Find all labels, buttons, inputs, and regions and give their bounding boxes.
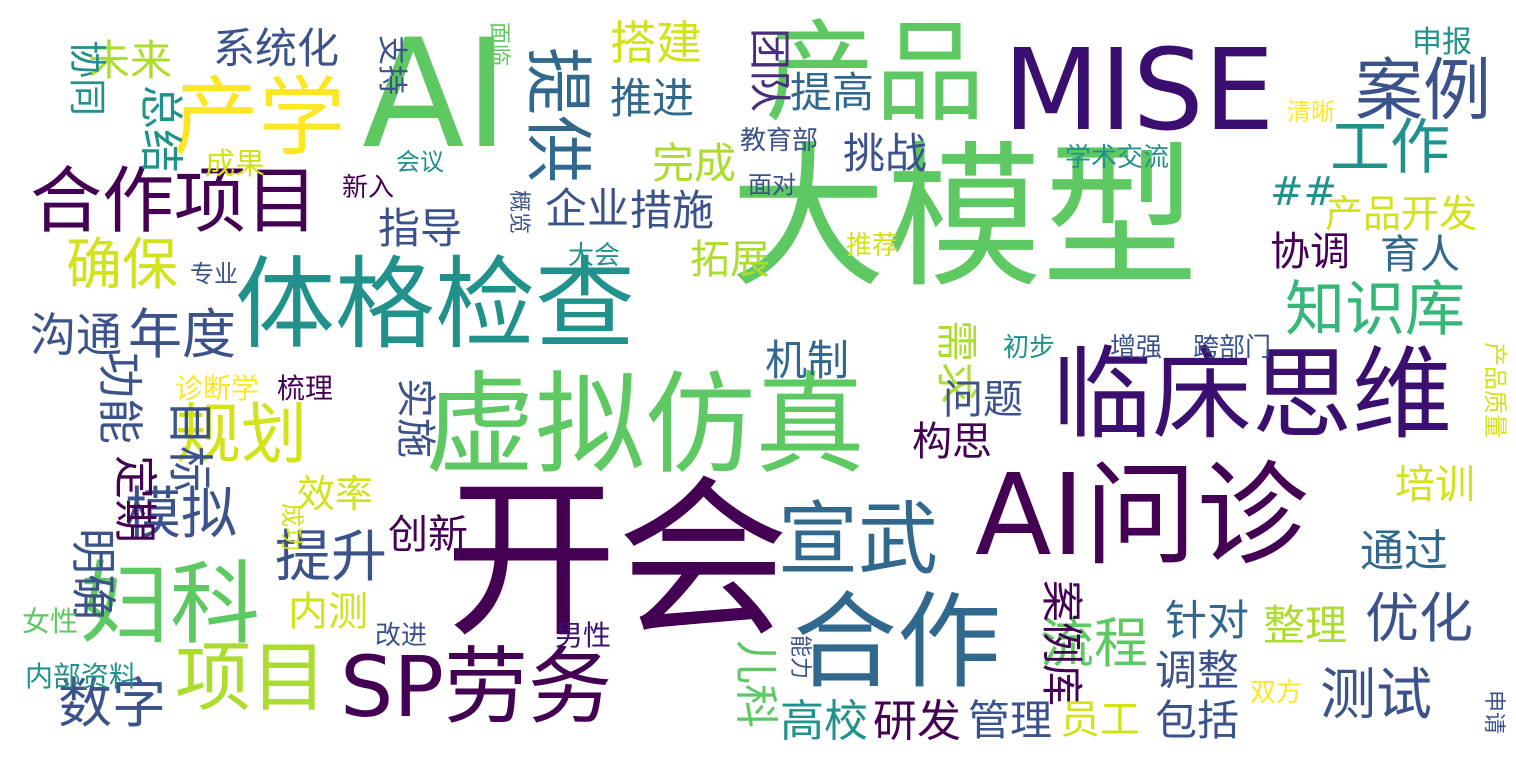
- word-73: 清晰: [1287, 98, 1335, 126]
- word-34: 提高: [790, 68, 875, 117]
- word-64: 功能: [93, 352, 147, 444]
- word-27: 模拟: [125, 482, 237, 547]
- word-56: 案例库: [1037, 580, 1086, 707]
- word-80: 支持: [374, 35, 409, 95]
- word-72: 申报: [1412, 25, 1472, 60]
- word-33: 团队: [745, 28, 794, 113]
- word-53: 针对: [1165, 596, 1250, 645]
- word-75: 教育部: [740, 126, 819, 156]
- word-6: AI问诊: [975, 451, 1309, 581]
- word-20: 规划: [175, 396, 307, 473]
- word-21: 确保: [66, 233, 178, 298]
- word-19: 知识库: [1285, 275, 1465, 345]
- word-97: 能力: [787, 635, 812, 680]
- word-60: 员工: [1060, 697, 1140, 743]
- word-17: 案例: [1355, 52, 1492, 131]
- word-69: 协同: [65, 40, 109, 117]
- word-3: MISE: [1003, 26, 1275, 156]
- word-57: 高校: [780, 696, 868, 747]
- word-12: 合作项目: [30, 159, 319, 243]
- word-84: 概览: [506, 190, 531, 235]
- word-16: 提供: [517, 47, 596, 184]
- word-22: 优化: [1365, 587, 1473, 650]
- word-95: 男性: [555, 619, 612, 652]
- word-45: 问题: [943, 377, 1023, 423]
- word-74: 学术交流: [1065, 143, 1170, 173]
- word-99: 申请: [1481, 690, 1506, 735]
- word-59: 管理: [968, 696, 1053, 745]
- word-37: 企业: [545, 184, 630, 233]
- word-35: 挑战: [843, 129, 928, 178]
- word-50: 通过: [1360, 526, 1448, 577]
- word-8: 产品: [765, 9, 985, 137]
- word-40: 拓展: [690, 237, 770, 283]
- word-36: 完成: [652, 139, 737, 188]
- word-47: 实施: [392, 378, 438, 458]
- word-32: 推进: [610, 74, 695, 123]
- word-25: 数字: [58, 672, 166, 735]
- word-54: 整理: [1263, 601, 1348, 650]
- word-42: 育人: [1380, 232, 1460, 278]
- word-76: 面对: [748, 171, 796, 199]
- word-81: 成果: [205, 147, 265, 182]
- word-14: 项目: [175, 633, 327, 722]
- word-90: 跨部门: [1193, 333, 1272, 363]
- word-18: 工作: [1330, 113, 1450, 183]
- word-88: 初步: [1003, 333, 1056, 363]
- word-83: 新入: [342, 173, 395, 203]
- word-89: 增强: [1110, 333, 1163, 363]
- word-2: AI: [362, 8, 509, 182]
- word-63: 沟通: [30, 308, 122, 362]
- word-71: 产品开发: [1325, 192, 1478, 236]
- word-52: 内测: [288, 589, 368, 635]
- word-78: 大会: [568, 241, 621, 271]
- word-94: 改进: [375, 621, 428, 651]
- word-7: 体格检查: [235, 246, 635, 363]
- word-70: ##: [1270, 169, 1338, 215]
- word-77: 推荐: [846, 231, 899, 261]
- word-55: 调整: [1155, 646, 1240, 695]
- word-11: SP劳务: [340, 638, 612, 736]
- word-58: 研发: [873, 696, 961, 747]
- word-26: 年度: [128, 303, 236, 366]
- word-46: 构思: [912, 419, 992, 465]
- word-92: 成功: [278, 503, 306, 551]
- word-43: 机制: [765, 336, 850, 385]
- word-39: 指导: [378, 204, 463, 253]
- word-41: 协调: [1270, 229, 1350, 275]
- word-15: 宣武: [778, 493, 938, 586]
- word-48: 效率: [297, 472, 374, 516]
- word-65: 目标: [163, 400, 217, 492]
- word-87: 梳理: [277, 372, 334, 405]
- word-0: 大模型: [730, 127, 1198, 309]
- word-51: 创新: [388, 512, 468, 558]
- word-91: 产品质量: [1481, 342, 1509, 438]
- word-5: 临床思维: [1052, 336, 1452, 453]
- word-10: 合作: [793, 581, 1002, 703]
- word-62: 儿科: [730, 640, 781, 728]
- word-38: 措施: [630, 186, 715, 235]
- word-30: 未来: [88, 36, 173, 85]
- word-23: 测试: [1320, 663, 1432, 728]
- word-13: 妇科: [80, 552, 260, 657]
- word-85: 专业: [190, 260, 238, 288]
- word-4: 虚拟仿真: [425, 361, 865, 489]
- word-68: 总结: [135, 85, 186, 173]
- word-61: 包括: [1155, 696, 1240, 745]
- word-24: 提升: [275, 525, 387, 590]
- word-1: 开会: [445, 460, 789, 661]
- word-49: 培训: [1395, 462, 1475, 508]
- word-86: 诊断学: [175, 372, 260, 405]
- word-82: 会议: [396, 148, 444, 176]
- word-31: 搭建: [610, 16, 702, 70]
- word-98: 双方: [1250, 678, 1303, 708]
- word-9: 产学: [173, 68, 345, 168]
- word-93: 女性: [22, 605, 79, 638]
- word-29: 系统化: [213, 24, 340, 73]
- word-79: 面临: [486, 22, 511, 67]
- word-96: 内部资料: [25, 660, 138, 693]
- word-28: 流程: [1040, 612, 1148, 675]
